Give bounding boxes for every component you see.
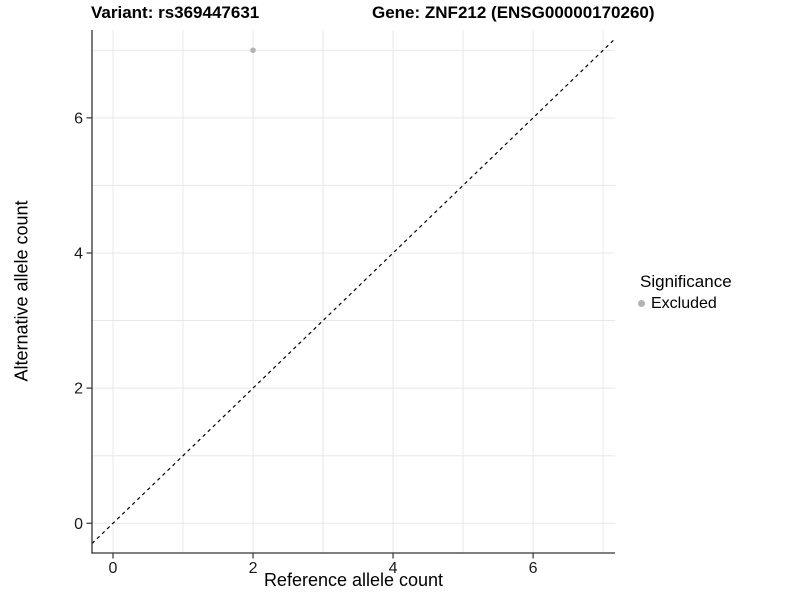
legend-point-swatch xyxy=(637,300,645,307)
legend: Significance Excluded xyxy=(633,272,732,313)
y-axis-title: Alternative allele count xyxy=(11,200,32,382)
x-tick-label: 4 xyxy=(389,560,398,577)
y-tick-label: 6 xyxy=(74,110,83,127)
x-axis-title: Reference allele count xyxy=(263,570,444,590)
legend-entry-label: Excluded xyxy=(651,294,717,312)
legend-key-box xyxy=(633,296,649,312)
y-tick-label: 2 xyxy=(74,381,83,398)
plot-title-variant: Variant: rs369447631 xyxy=(91,3,260,22)
legend-entry-excluded: Excluded xyxy=(633,294,732,313)
legend-title: Significance xyxy=(640,272,732,291)
identity-line xyxy=(91,38,616,544)
y-tick-label: 4 xyxy=(74,245,83,262)
plot-title-gene: Gene: ZNF212 (ENSG00000170260) xyxy=(372,3,655,22)
x-tick-label: 6 xyxy=(529,560,538,577)
data-point xyxy=(250,47,256,54)
x-tick-label: 0 xyxy=(109,560,118,577)
y-tick-label: 0 xyxy=(74,516,83,533)
x-tick-label: 2 xyxy=(249,560,258,577)
